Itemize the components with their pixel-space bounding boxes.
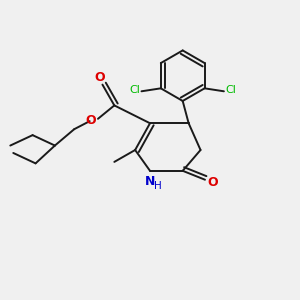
Text: O: O (85, 114, 96, 127)
Text: N: N (145, 175, 155, 188)
Text: O: O (207, 176, 218, 189)
Text: H: H (154, 181, 161, 191)
Text: Cl: Cl (225, 85, 236, 95)
Text: O: O (94, 71, 105, 84)
Text: Cl: Cl (130, 85, 140, 95)
